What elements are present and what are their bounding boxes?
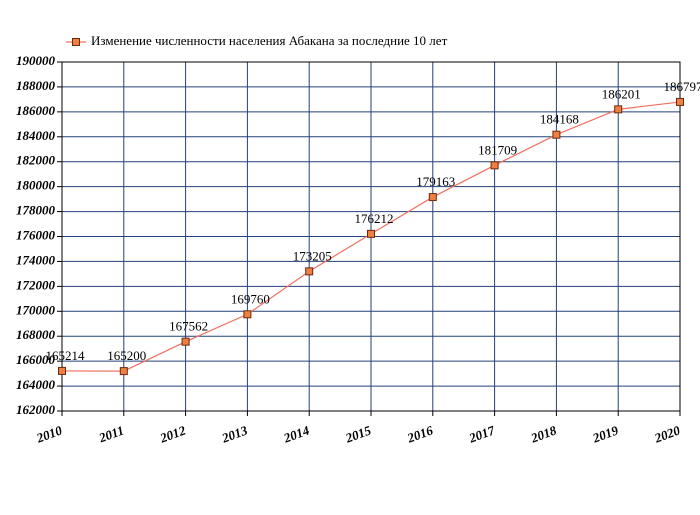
data-label: 184168 [540,112,579,127]
y-tick-label: 188000 [16,78,56,93]
data-label: 169760 [231,291,270,306]
data-label: 165214 [46,348,86,363]
y-tick-label: 168000 [16,327,56,342]
data-point [676,97,684,106]
data-point [58,366,66,375]
y-tick-label: 166000 [16,352,56,367]
data-point [367,229,375,238]
y-tick-label: 182000 [16,153,56,168]
data-label: 186797 [664,79,700,94]
y-tick-label: 162000 [16,402,56,417]
y-tick-label: 164000 [16,377,56,392]
data-label: 165200 [107,348,146,363]
data-label: 173205 [293,248,332,263]
y-tick-label: 176000 [16,227,56,242]
data-point [614,105,623,114]
data-label: 181709 [478,142,517,157]
data-label: 179163 [416,174,455,189]
y-tick-label: 180000 [16,178,56,193]
data-label: 176212 [355,211,394,226]
y-tick-label: 190000 [16,53,56,68]
y-tick-label: 174000 [16,252,56,267]
data-point [490,161,499,170]
data-point [181,337,190,346]
data-label: 167562 [169,319,208,334]
data-point [119,367,128,376]
y-tick-label: 178000 [16,203,56,218]
legend-label: Изменение численности населения Абакана … [91,33,448,48]
legend-marker [72,38,80,46]
plot-frame [61,61,681,412]
data-point [243,310,252,319]
data-point [428,193,437,202]
y-tick-label: 170000 [16,302,56,317]
y-tick-label: 172000 [16,277,56,292]
data-label: 186201 [602,86,641,101]
y-tick-label: 186000 [16,103,56,118]
data-point [305,267,314,276]
y-tick-label: 184000 [16,128,56,143]
data-point [552,130,561,139]
